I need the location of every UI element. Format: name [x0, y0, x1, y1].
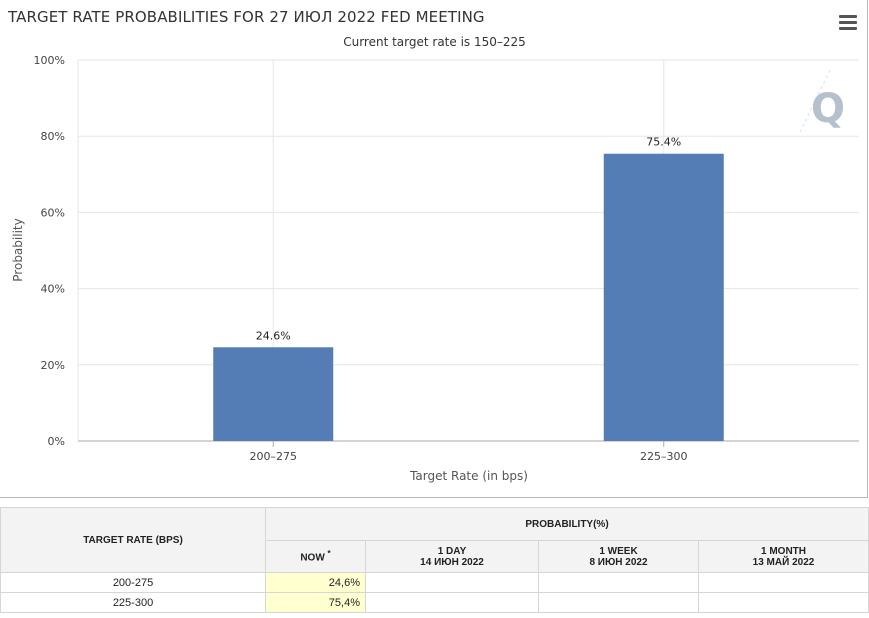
bar[interactable] — [603, 153, 724, 441]
col-1-month-label: 1 MONTH — [761, 545, 806, 557]
col-1-week-date: 8 ИЮН 2022 — [589, 556, 648, 568]
target-rate-header: TARGET RATE (BPS) — [0, 507, 266, 573]
col-now-marker: * — [327, 549, 331, 559]
bar-data-label: 24.6% — [256, 329, 291, 342]
chart-panel: TARGET RATE PROBABILITIES FOR 27 ИЮЛ 202… — [0, 0, 868, 498]
watermark-logo: Q — [799, 69, 845, 133]
y-tick-label: 40% — [41, 283, 65, 296]
row-day-value — [365, 572, 539, 593]
col-1-day: 1 DAY 14 ИЮН 2022 — [365, 540, 539, 573]
probability-table: TARGET RATE (BPS) PROBABILITY(%) NOW * 1… — [0, 507, 869, 613]
row-rate: 225-300 — [0, 592, 266, 613]
bars — [213, 153, 724, 441]
probability-header: PROBABILITY(%) — [265, 507, 869, 541]
x-axis-label: Target Rate (in bps) — [409, 469, 528, 483]
data-labels: 24.6% 75.4% — [256, 136, 681, 343]
col-1-month: 1 MONTH 13 МАЙ 2022 — [698, 540, 869, 573]
y-tick-label: 20% — [41, 359, 65, 372]
col-1-month-date: 13 МАЙ 2022 — [752, 556, 815, 568]
col-now-label: NOW — [300, 552, 325, 564]
table-row: 200-275 24,6% — [0, 572, 869, 593]
col-1-day-date: 14 ИЮН 2022 — [420, 556, 484, 568]
chart-title: TARGET RATE PROBABILITIES FOR 27 ИЮЛ 202… — [8, 8, 485, 26]
bar-data-label: 75.4% — [646, 136, 681, 149]
row-now-value: 75,4% — [265, 592, 366, 613]
col-now: NOW * — [265, 540, 366, 573]
y-tick-label: 80% — [41, 130, 65, 143]
y-tick-label: 60% — [41, 206, 65, 219]
x-tick-label: 225–300 — [640, 450, 688, 463]
y-axis-label: Probability — [11, 218, 25, 281]
row-now-value: 24,6% — [265, 572, 366, 593]
grid-lines — [77, 59, 859, 442]
y-tick-label: 100% — [34, 54, 65, 67]
table-row: 225-300 75,4% — [0, 592, 869, 613]
x-axis-ticks: 200–275 225–300 — [250, 441, 688, 463]
col-1-day-label: 1 DAY — [437, 545, 467, 557]
x-tick-label: 200–275 — [250, 450, 298, 463]
bar[interactable] — [213, 347, 334, 441]
y-axis-ticks: 0% 20% 40% 60% 80% 100% — [34, 54, 65, 448]
bar-chart: 0% 20% 40% 60% 80% 100% 24.6% 75.4% 200–275 225… — [11, 54, 859, 483]
watermark-letter: Q — [811, 86, 845, 132]
y-tick-label: 0% — [48, 435, 65, 448]
row-week-value — [538, 572, 699, 593]
row-day-value — [365, 592, 539, 613]
hamburger-menu-icon[interactable] — [839, 15, 857, 31]
col-1-week: 1 WEEK 8 ИЮН 2022 — [538, 540, 699, 573]
row-rate: 200-275 — [0, 572, 266, 593]
row-week-value — [538, 592, 699, 613]
col-1-week-label: 1 WEEK — [599, 545, 638, 557]
row-month-value — [698, 572, 869, 593]
chart-subtitle: Current target rate is 150–225 — [343, 35, 526, 49]
row-month-value — [698, 592, 869, 613]
